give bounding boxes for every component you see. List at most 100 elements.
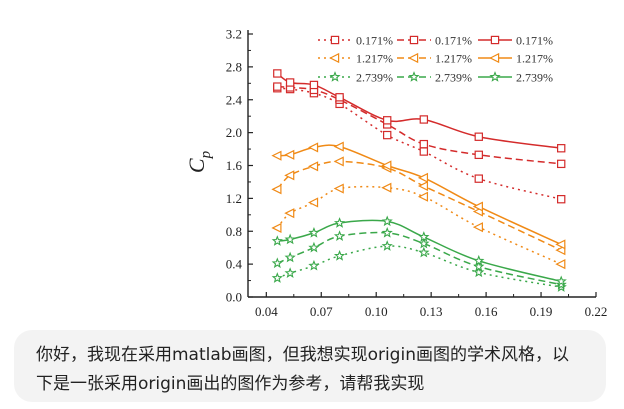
series-line-red-dotted (277, 87, 562, 200)
data-point-green-dashed (418, 237, 430, 249)
data-point-red-dashed (474, 150, 483, 160)
data-point-red-solid (556, 144, 566, 153)
legend-label: 2.739% (435, 71, 472, 85)
data-point-orange-dotted (555, 259, 566, 270)
data-point-red-solid (419, 115, 429, 124)
data-point-green-solid (271, 235, 283, 246)
x-tick-label: 0.13 (420, 304, 443, 319)
legend-label: 0.171% (435, 34, 472, 48)
x-tick-label: 0.04 (255, 304, 278, 319)
legend: 0.171% 0.171% 0.171% 1.217% 1.217% 1.217% 2.73… (318, 34, 553, 85)
series-line-red-solid (276, 72, 562, 149)
y-tick-label: 1.2 (226, 191, 242, 206)
data-point-red-dotted (419, 147, 429, 156)
data-point-orange-dashed (307, 161, 319, 172)
axes: 0.0 0.4 0.8 1.2 1.6 2.0 2.4 2.8 3.2 0.04 0.07 0.10 0… (226, 27, 608, 320)
data-point-orange-dotted (417, 191, 429, 202)
data-point-red-dotted (383, 130, 392, 140)
data-point-green-dotted (271, 272, 283, 283)
data-point-green-solid (555, 275, 567, 287)
chart: 0.0 0.4 0.8 1.2 1.6 2.0 2.4 2.8 3.2 0.04 0.07 0.10 0… (184, 27, 608, 320)
data-point-green-dotted (284, 267, 296, 278)
y-tick-label: 0.0 (226, 290, 242, 305)
x-tick-label: 0.16 (475, 304, 498, 319)
data-point-green-dotted (333, 250, 346, 261)
series-line-green-dashed (276, 231, 562, 286)
data-point-green-dashed (555, 278, 567, 290)
data-point-orange-dotted (472, 222, 483, 233)
legend-marker (408, 52, 419, 64)
y-tick-label: 0.4 (226, 257, 243, 272)
data-point-red-solid (474, 132, 483, 141)
y-tick-label: 0.8 (226, 224, 242, 239)
data-point-red-solid (273, 69, 282, 78)
series-markers (271, 69, 567, 292)
legend-marker (490, 35, 500, 45)
data-point-red-dashed (419, 139, 429, 149)
x-tick-label: 0.19 (530, 304, 553, 319)
data-point-orange-solid (333, 141, 344, 152)
data-point-green-dotted (381, 240, 393, 251)
data-point-green-solid (381, 215, 393, 227)
data-point-orange-solid (271, 150, 282, 161)
legend-marker (489, 71, 501, 82)
y-axis-label: Cp (184, 150, 214, 173)
data-point-orange-dashed (271, 184, 282, 195)
data-point-green-dashed (271, 257, 283, 269)
legend-label: 0.171% (516, 34, 553, 48)
y-tick-label: 1.6 (226, 158, 243, 173)
legend-label: 0.171% (356, 34, 393, 48)
data-point-orange-dotted (333, 183, 344, 194)
data-point-orange-solid (307, 142, 319, 153)
legend-label: 1.217% (435, 52, 472, 66)
chat-message-bubble: 你好，我现在采用matlab画图，但我想实现origin画图的学术风格，以下是一… (14, 330, 606, 402)
data-point-orange-dotted (271, 222, 282, 234)
data-point-red-dashed (273, 82, 282, 91)
legend-label: 1.217% (356, 52, 393, 66)
series-line-orange-dashed (276, 160, 562, 251)
legend-label: 1.217% (516, 52, 553, 66)
data-point-orange-dotted (307, 197, 319, 208)
data-point-green-dotted (308, 259, 320, 271)
data-point-orange-dashed (333, 156, 344, 167)
legend-marker (329, 52, 340, 64)
data-point-orange-solid (417, 172, 429, 183)
data-point-green-dashed (381, 226, 393, 238)
data-point-green-dashed (284, 251, 296, 263)
data-point-orange-dashed (417, 180, 429, 192)
legend-marker (409, 35, 419, 45)
data-point-red-dotted (556, 194, 566, 204)
x-tick-label: 0.10 (365, 304, 388, 319)
y-axis-label-main: C (184, 158, 209, 173)
x-tick-label: 0.22 (585, 304, 608, 319)
data-point-green-dashed (333, 230, 346, 241)
y-axis-label-sub: p (198, 150, 214, 159)
data-point-red-solid (285, 78, 295, 87)
legend-marker (489, 52, 500, 64)
data-point-green-solid (308, 226, 320, 238)
data-point-orange-solid (284, 149, 295, 160)
y-tick-label: 2.0 (226, 125, 242, 140)
data-point-red-solid (335, 93, 344, 102)
data-point-green-dotted (418, 246, 430, 258)
data-point-orange-dotted (381, 182, 392, 193)
data-point-orange-dashed (284, 170, 295, 181)
series-line-red-dashed (277, 85, 562, 165)
legend-marker (408, 71, 420, 82)
data-point-orange-solid (555, 239, 566, 250)
series-lines (276, 72, 562, 288)
data-point-red-dotted (474, 174, 483, 183)
data-point-green-solid (473, 254, 485, 266)
data-point-orange-solid (381, 160, 392, 171)
data-point-orange-solid (472, 201, 483, 212)
data-point-green-solid (284, 233, 296, 245)
data-point-red-dashed (556, 159, 566, 169)
y-tick-label: 3.2 (226, 27, 242, 42)
x-tick-label: 0.07 (310, 304, 333, 319)
legend-marker (330, 35, 340, 45)
legend-marker (329, 71, 341, 82)
y-tick-label: 2.4 (226, 92, 243, 107)
data-point-green-solid (418, 231, 430, 242)
legend-label: 2.739% (356, 71, 393, 85)
chat-message-text: 你好，我现在采用matlab画图，但我想实现origin画图的学术风格，以下是一… (36, 345, 569, 394)
